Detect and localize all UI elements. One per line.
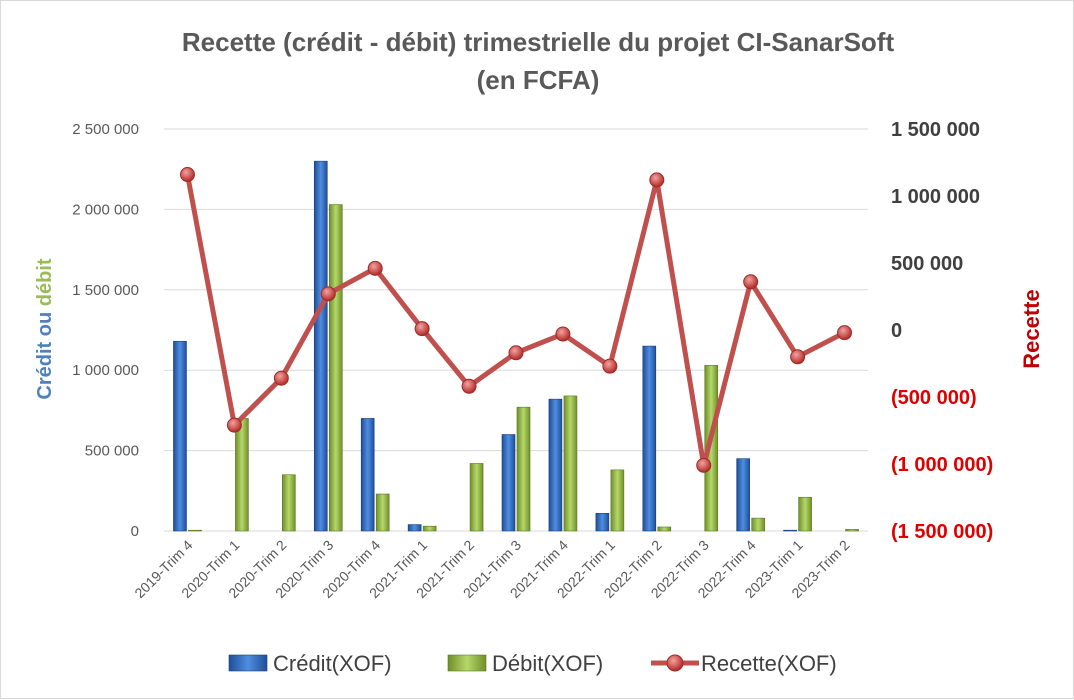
credit-bar bbox=[783, 529, 797, 532]
right-axis-ticks: (1 500 000) (1 000 000) (500 000) 0 500 000 1… bbox=[891, 119, 993, 543]
credit-bar bbox=[313, 160, 328, 532]
debit-bar bbox=[282, 474, 296, 532]
debit-bar bbox=[328, 204, 343, 532]
right-tick-label: 500 000 bbox=[891, 253, 963, 275]
debit-bar bbox=[516, 406, 531, 532]
debit-bar bbox=[704, 365, 719, 532]
recette-point bbox=[320, 286, 336, 302]
left-tick-label: 0 bbox=[131, 523, 139, 540]
debit-bar bbox=[375, 493, 390, 532]
left-tick-label: 2 000 000 bbox=[72, 201, 139, 218]
debit-bar bbox=[845, 529, 859, 532]
chart-title-line-2: (en FCFA) bbox=[477, 65, 600, 95]
left-tick-label: 1 500 000 bbox=[72, 282, 139, 299]
debit-bar bbox=[751, 517, 765, 532]
recette-polyline bbox=[185, 174, 846, 468]
legend-item-credit: Crédit(XOF) bbox=[228, 651, 392, 676]
recette-point bbox=[273, 370, 289, 386]
debit-bar bbox=[422, 525, 437, 532]
credit-bar bbox=[642, 345, 657, 532]
legend-label-debit: Débit(XOF) bbox=[492, 651, 603, 676]
debit-bar bbox=[188, 529, 202, 532]
recette-point bbox=[508, 345, 524, 361]
left-axis-label: Crédit ou débit bbox=[34, 258, 56, 399]
credit-bar bbox=[360, 418, 375, 532]
right-tick-label: (1 000 000) bbox=[891, 454, 993, 476]
legend-swatch-debit bbox=[447, 654, 487, 672]
recette-line bbox=[179, 167, 853, 473]
debit-bar bbox=[235, 418, 249, 532]
recette-point bbox=[179, 167, 195, 183]
left-axis-label-debit: débit bbox=[34, 258, 56, 306]
credit-bar bbox=[407, 524, 422, 532]
right-tick-label: (1 500 000) bbox=[891, 521, 993, 543]
credit-bar bbox=[548, 398, 563, 532]
credit-bar bbox=[501, 434, 516, 532]
debit-bar bbox=[798, 496, 812, 532]
recette-point bbox=[837, 325, 853, 341]
bars bbox=[173, 160, 859, 532]
left-tick-label: 500 000 bbox=[85, 443, 139, 460]
right-tick-label: 1 500 000 bbox=[891, 119, 980, 141]
legend-item-debit: Débit(XOF) bbox=[447, 651, 603, 676]
recette-point bbox=[226, 417, 242, 433]
recette-point bbox=[414, 321, 430, 337]
legend-swatch-recette-dot bbox=[666, 654, 684, 672]
legend-label-credit: Crédit(XOF) bbox=[273, 651, 392, 676]
debit-bar bbox=[469, 463, 484, 532]
legend: Crédit(XOF) Débit(XOF) Recette(XOF) bbox=[228, 651, 837, 676]
credit-bar bbox=[595, 513, 610, 532]
recette-point bbox=[367, 260, 383, 276]
legend-item-recette: Recette(XOF) bbox=[651, 651, 837, 676]
right-axis-label: Recette bbox=[1019, 289, 1044, 368]
left-axis-label-credit: Crédit bbox=[34, 341, 56, 399]
left-axis-ticks: 0 500 000 1 000 000 1 500 000 2 000 000 2 500… bbox=[72, 121, 139, 540]
credit-bar bbox=[736, 458, 750, 532]
recette-point bbox=[461, 378, 477, 394]
right-tick-label: (500 000) bbox=[891, 387, 977, 409]
debit-bar bbox=[657, 526, 672, 532]
debit-bar bbox=[610, 469, 625, 532]
gridlines bbox=[164, 128, 868, 532]
chart-title-line-1: Recette (crédit - débit) trimestrielle d… bbox=[182, 27, 895, 57]
recette-point bbox=[555, 326, 571, 342]
right-tick-label: 0 bbox=[891, 320, 902, 342]
recette-point bbox=[743, 274, 759, 290]
recette-point bbox=[649, 172, 665, 188]
debit-bar bbox=[563, 395, 578, 532]
recette-point bbox=[790, 349, 806, 365]
recette-point bbox=[602, 358, 618, 374]
recette-point bbox=[696, 457, 712, 473]
left-tick-label: 2 500 000 bbox=[72, 121, 139, 138]
left-tick-label: 1 000 000 bbox=[72, 362, 139, 379]
credit-bar bbox=[173, 340, 187, 532]
legend-label-recette: Recette(XOF) bbox=[701, 651, 837, 676]
legend-swatch-credit bbox=[228, 654, 268, 672]
right-tick-label: 1 000 000 bbox=[891, 186, 980, 208]
left-axis-label-ou: ou bbox=[34, 306, 56, 342]
